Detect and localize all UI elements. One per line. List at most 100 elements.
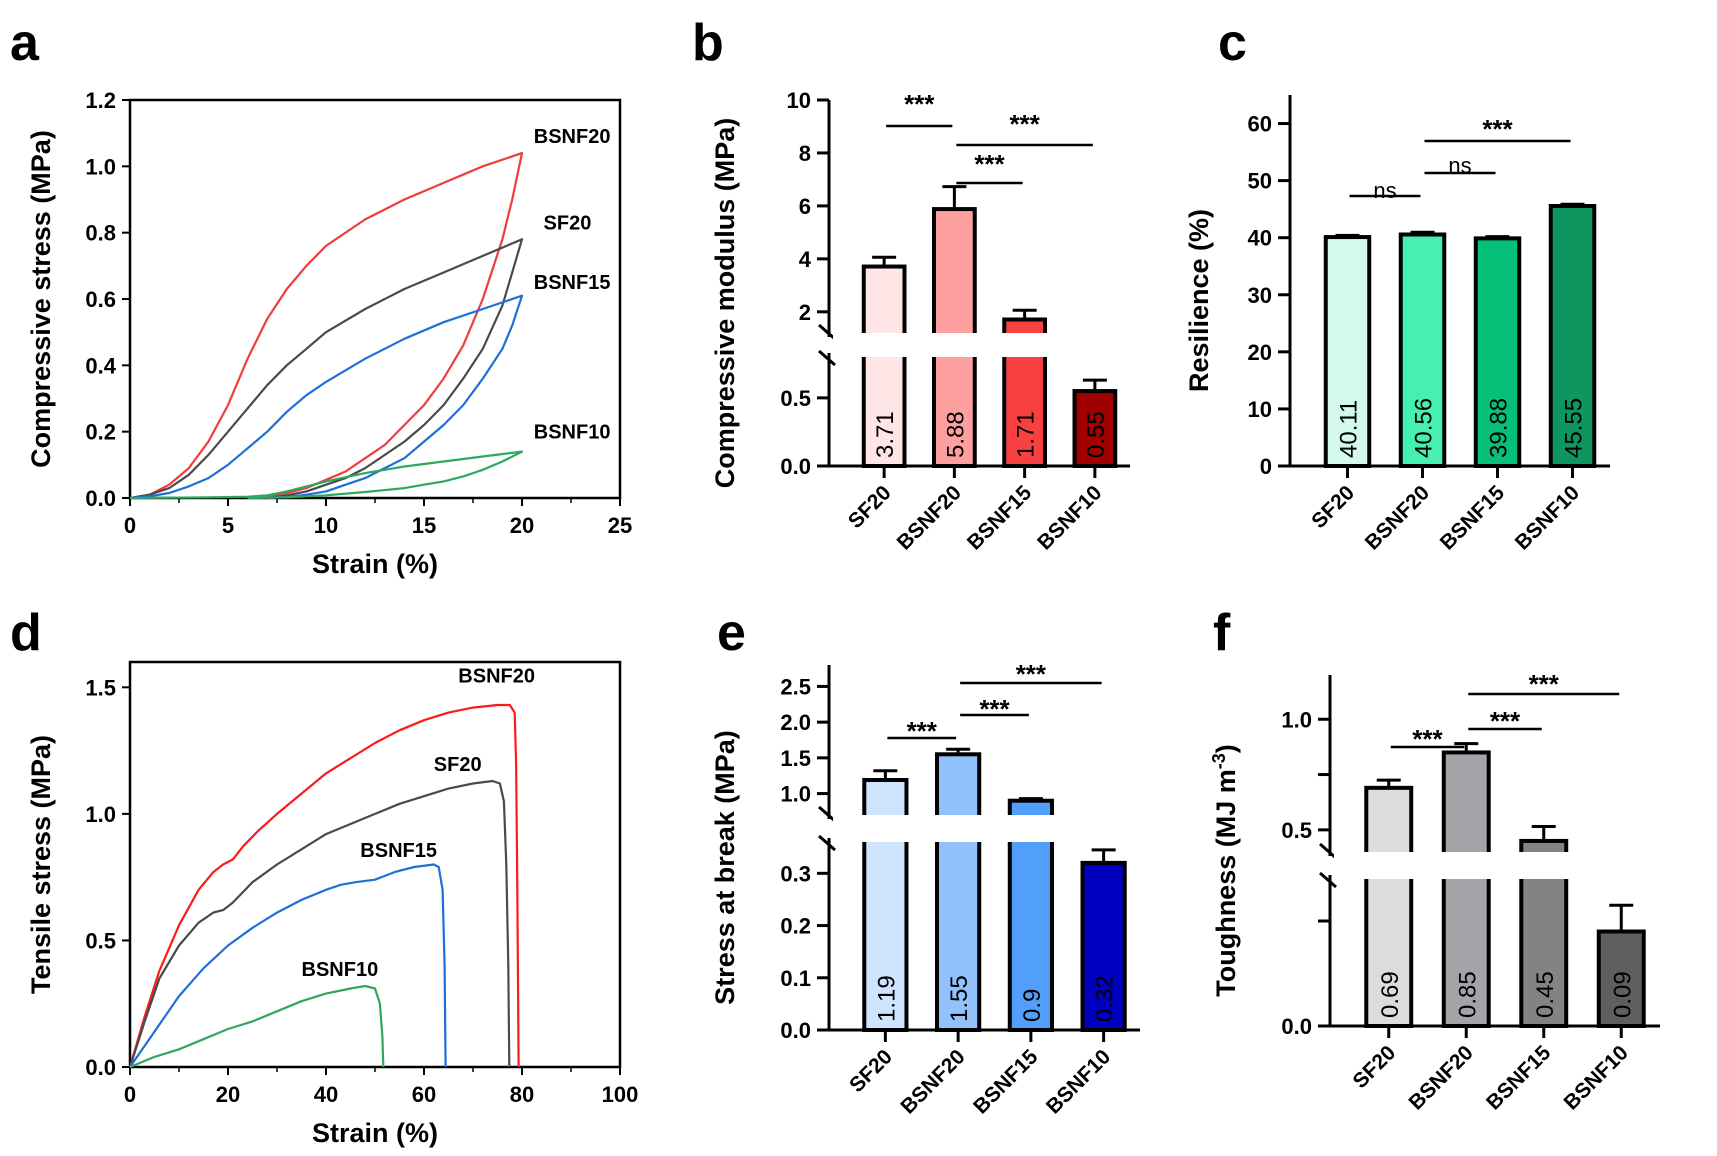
category-label: BSNF20 [1361,481,1434,554]
y-axis-label-text: Stress at break (MPa) [710,730,740,1005]
x-tick-label: 15 [412,513,436,538]
y-tick-label: 0.5 [1281,818,1312,843]
series-line-bsnf20 [128,703,520,1068]
y-tick-label: 1.0 [1281,707,1312,732]
panel-letter-d: d [10,604,42,662]
panel-f: f [1213,604,1231,662]
panel-letter-a: a [10,14,40,72]
y-axis-label-superscript: -3 [1209,753,1229,769]
category-label: SF20 [844,481,896,533]
bar [1473,236,1522,468]
x-axis-label: Strain (%) [312,549,438,579]
significance-bracket: *** [1468,706,1542,736]
significance-bracket: *** [956,109,1093,147]
significance-bracket: *** [886,89,953,128]
curve-label-bsnf10: BSNF10 [302,959,379,981]
curve-label-bsnf20: BSNF20 [458,665,535,687]
bar-group-bsnf15: 0.9 BSNF15 [969,797,1054,1118]
x-tick-label: 25 [608,513,632,538]
axis-break-mark [818,834,836,852]
bar-value-label: 1.55 [946,975,973,1022]
category-label: SF20 [1307,481,1359,533]
y-tick-label: 1.0 [85,802,116,827]
y-tick-label: 0.5 [85,928,116,953]
y-tick-label: 0.0 [1281,1014,1312,1039]
y-tick-label: 2.0 [780,710,811,735]
bar-value-label: 0.85 [1454,971,1481,1018]
y-tick-label: 0.4 [85,353,116,378]
significance-label: *** [1529,669,1560,699]
significance-label: *** [907,716,938,746]
series-line-bsnf15 [129,294,524,500]
y-tick-label: 0.2 [780,914,811,939]
bar-group-bsnf10: 0.32 BSNF10 [1042,848,1127,1118]
bar-group-sf20: 3.71 SF20 [844,255,907,533]
chart-b: 0.0 0.5 2 4 6 8 10 Compressive modulus (MPa) 3.7… [710,88,1130,554]
panel-letter-e: e [717,604,746,662]
category-label: BSNF15 [969,1045,1042,1118]
curve-label-sf20: SF20 [544,212,592,234]
curve-label-bsnf15: BSNF15 [534,272,611,294]
significance-bracket: *** [1468,669,1620,699]
category-label: SF20 [1349,1041,1401,1093]
significance-bracket: *** [887,716,957,746]
y-tick-label: 10 [1248,397,1272,422]
significance-bracket: ns [1349,178,1421,203]
chart-e: 0.0 0.1 0.2 0.3 1.0 1.5 2.0 2.5 Stress at break … [710,659,1140,1118]
y-tick-label: 4 [799,247,812,272]
bar-value-label: 0.69 [1377,971,1404,1018]
y-tick-label: 0.0 [780,1018,811,1043]
bar-value-label: 5.88 [942,411,969,458]
significance-label: ns [1448,153,1471,178]
bar-group-bsnf20: 1.55 BSNF20 [896,747,982,1118]
bar-value-label: 0.32 [1092,975,1119,1022]
bar-value-label: 3.71 [872,411,899,458]
y-tick-label: 0.3 [780,861,811,886]
category-label: BSNF15 [1482,1041,1555,1114]
bar-group-sf20: 40.11 SF20 [1307,233,1372,533]
significance-label: *** [979,694,1010,724]
category-label: BSNF10 [1042,1045,1115,1118]
y-tick-label: 2 [799,300,811,325]
panel-letter-b: b [692,14,724,72]
panel-b: b [692,14,724,72]
bar-value-label: 0.45 [1532,971,1559,1018]
y-axis-label-text: Compressive modulus (MPa) [710,118,740,489]
category-label: BSNF10 [1033,481,1106,554]
category-label: BSNF20 [893,481,966,554]
y-axis-label-text: Resilience (%) [1184,209,1214,392]
curve-label-bsnf10: BSNF10 [534,421,611,443]
bar-group-bsnf10: 45.55 BSNF10 [1511,202,1597,554]
y-tick-label: 0.0 [85,486,116,511]
bar-value-label: 40.11 [1336,400,1363,458]
x-tick-label: 5 [222,513,234,538]
axis-break-mark [818,323,836,341]
panel-e: e [717,604,746,662]
y-axis-label: Compressive modulus (MPa) [710,118,740,489]
y-tick-label: 0.0 [780,454,811,479]
significance-bracket: *** [1424,114,1571,144]
axis-break-mark [818,349,836,367]
bar [1441,750,1491,1028]
panel-d: d [10,604,42,662]
series-line-sf20 [128,779,511,1068]
curve-label-sf20: SF20 [434,754,482,776]
bar-value-label: 45.55 [1561,398,1588,458]
y-tick-label: 1.5 [85,675,116,700]
y-tick-label: 1.5 [780,746,811,771]
bar-value-label: 40.56 [1411,398,1438,458]
x-tick-label: 20 [510,513,534,538]
category-label: BSNF20 [1405,1041,1478,1114]
significance-label: *** [1009,109,1040,139]
bar-group-bsnf10: 0.09 BSNF10 [1560,903,1646,1114]
axis-break-mark [1319,871,1337,889]
panel-letter-c: c [1218,14,1247,72]
y-axis-label: Resilience (%) [1184,209,1214,392]
significance-bracket: *** [960,659,1102,689]
significance-label: *** [1412,724,1443,754]
bar-value-label: 39.88 [1486,398,1513,458]
bar-value-label: 0.55 [1083,411,1110,458]
x-tick-label: 80 [510,1082,534,1107]
